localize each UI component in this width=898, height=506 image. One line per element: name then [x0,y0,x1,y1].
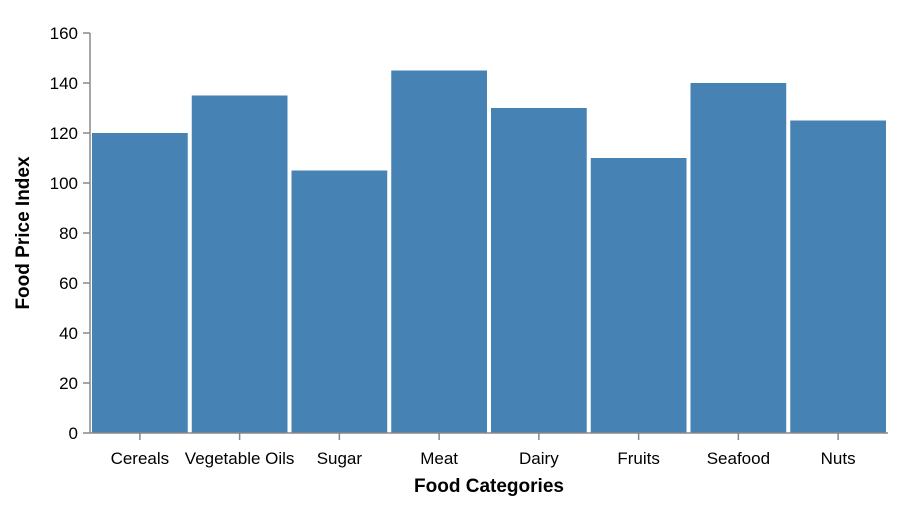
bar-dairy [491,108,587,433]
y-tick-label: 20 [59,374,78,393]
bar-sugar [291,170,388,433]
y-tick-label: 160 [50,24,78,43]
y-tick-label: 140 [50,74,78,93]
x-tick-label: Vegetable Oils [185,449,295,468]
x-tick-label: Sugar [317,449,363,468]
bar-meat [391,70,487,433]
x-tick-label: Nuts [821,449,856,468]
bars-group [92,70,886,433]
x-axis-title: Food Categories [414,476,564,497]
y-tick-label: 80 [59,224,78,243]
x-tick-label: Dairy [519,449,559,468]
y-axis: 0 20 40 60 80 100 120 140 160 [50,24,91,443]
bar-fruits [590,158,687,433]
y-tick-label: 0 [69,424,78,443]
y-tick-label: 100 [50,174,78,193]
y-tick-label: 40 [59,324,78,343]
x-tick-label: Cereals [111,449,170,468]
y-tick-label: 120 [50,124,78,143]
y-tick-label: 60 [59,274,78,293]
y-axis-title: Food Price Index [13,156,34,310]
x-tick-label: Fruits [617,449,660,468]
bar-nuts [790,120,886,433]
bar-seafood [690,83,787,433]
bar-cereals [92,133,188,433]
bar-vegetable-oils [191,95,288,433]
x-tick-label: Seafood [707,449,770,468]
x-tick-label: Meat [420,449,458,468]
x-axis: Cereals Vegetable Oils Sugar Meat Dairy Fruit… [90,432,888,468]
